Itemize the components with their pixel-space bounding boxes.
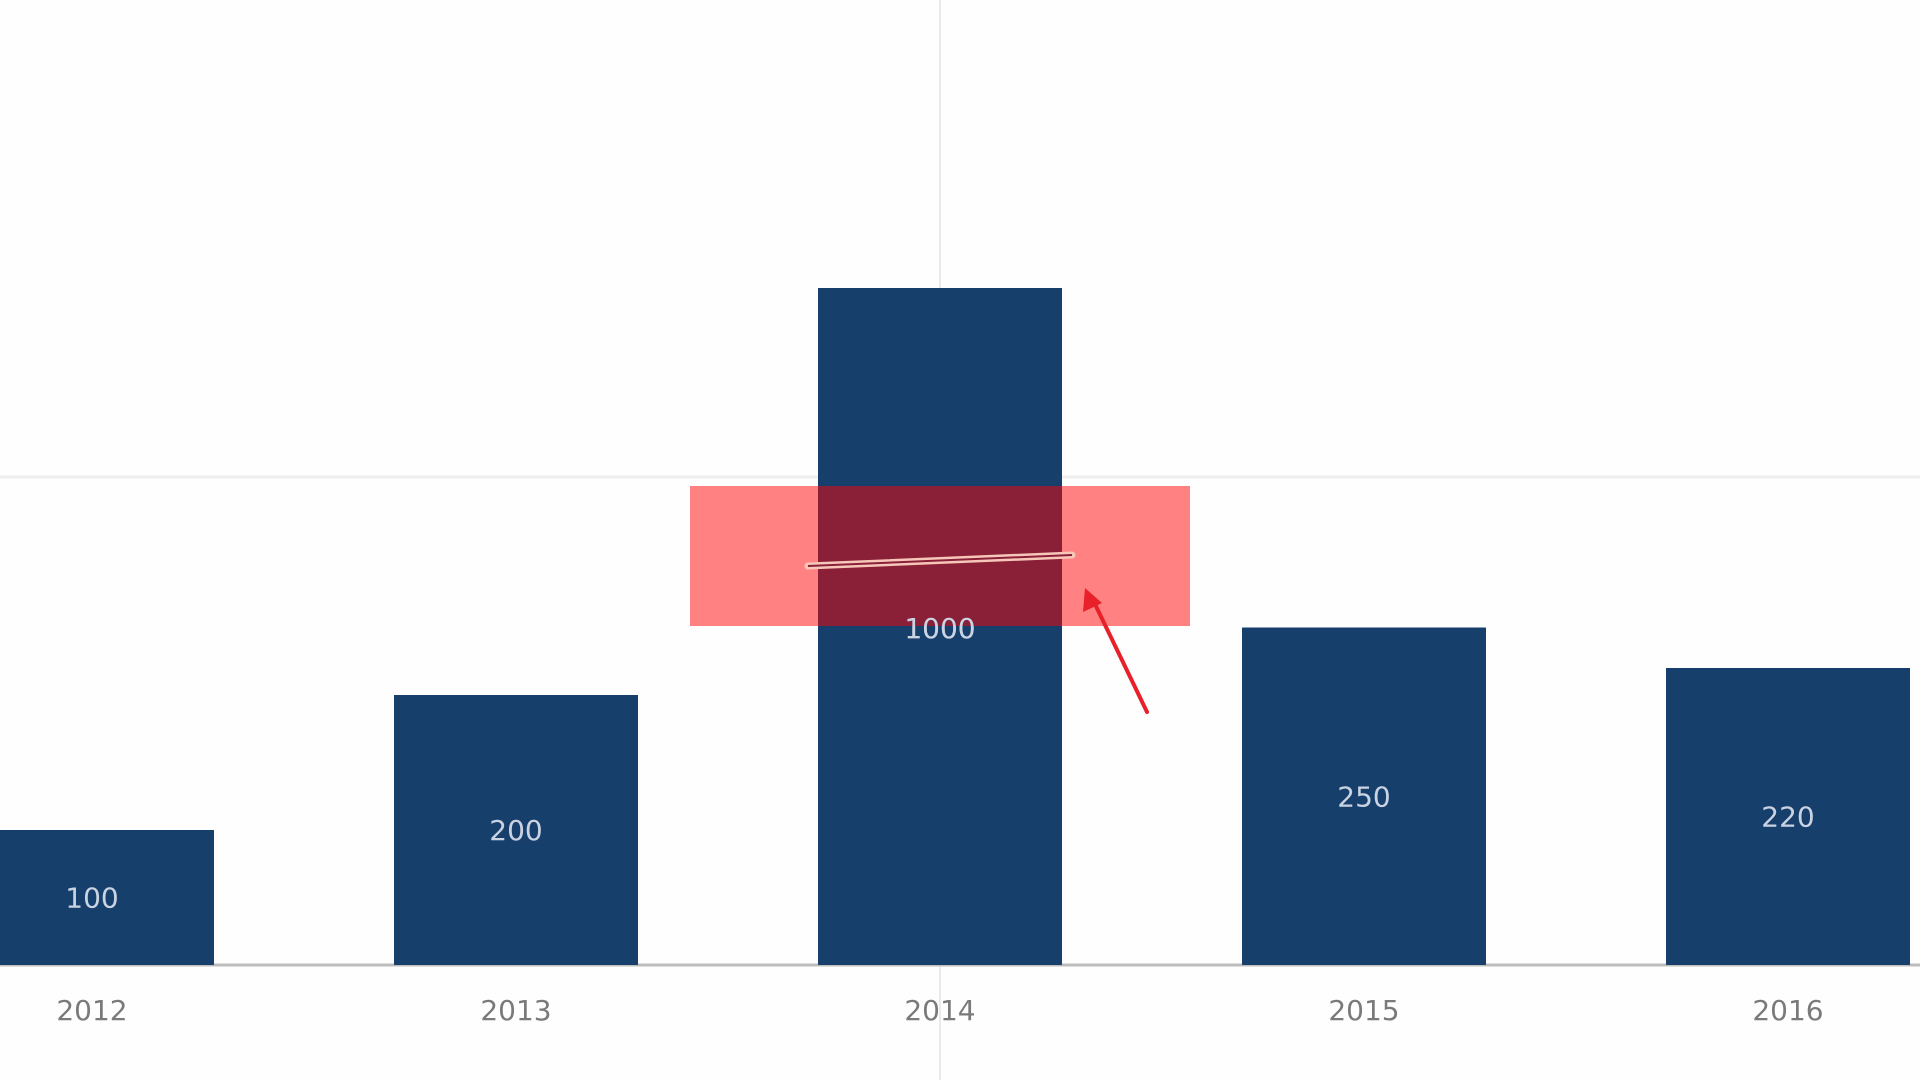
bar-value-label: 100 (65, 882, 118, 915)
category-label: 2013 (480, 994, 551, 1027)
bars-layer (0, 288, 1910, 965)
category-label: 2015 (1328, 994, 1399, 1027)
scale-break-mark-inner (807, 554, 1073, 567)
annotation-layer: 1000 (690, 486, 1190, 714)
bar-value-label: 220 (1761, 801, 1814, 834)
labels-layer: 100 200 1000 250 220 2012 2013 2014 2015 2016 (56, 612, 1823, 1027)
category-label: 2016 (1752, 994, 1823, 1027)
annotation-arrow-shaft (1091, 598, 1149, 714)
bar-value-label: 250 (1337, 780, 1390, 813)
bar-2013 (394, 695, 638, 965)
category-label: 2012 (56, 994, 127, 1027)
bar-2015 (1242, 627, 1486, 965)
bar-2016 (1666, 668, 1910, 965)
bar-value-label: 200 (489, 814, 542, 847)
category-label: 2014 (904, 994, 975, 1027)
bar-2012 (0, 830, 214, 965)
bar-2014 (818, 288, 1062, 965)
annotation-arrow-head (1083, 588, 1102, 612)
bar-value-label-highlighted: 1000 (904, 612, 975, 645)
